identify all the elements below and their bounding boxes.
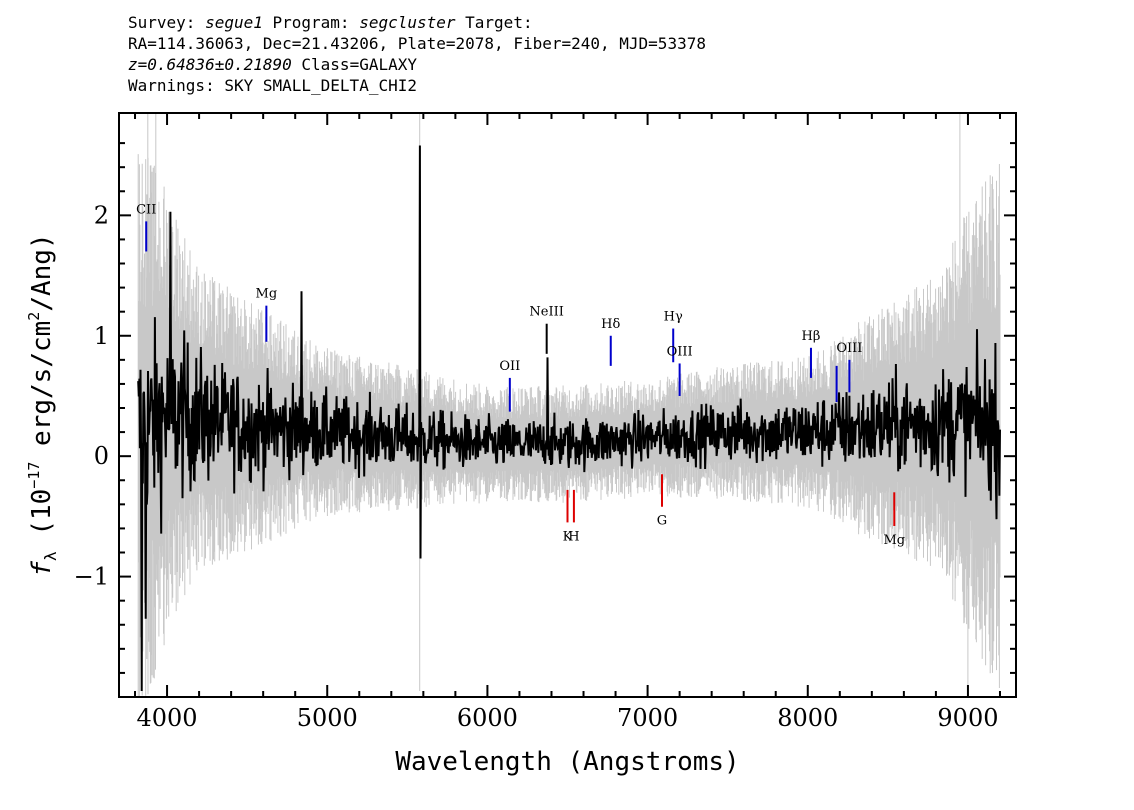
header-line-coordinates: RA=114.36063, Dec=21.43206, Plate=2078, …	[128, 34, 706, 53]
line-marker-label: G	[657, 514, 667, 529]
header-line-survey: Survey: segue1 Program: segcluster Targe…	[128, 12, 706, 33]
line-marker-label: OIII	[836, 341, 862, 356]
line-marker-label: NeIII	[529, 305, 563, 320]
line-marker-label: OII	[499, 359, 520, 374]
y-axis-title-post: /Ang)	[27, 233, 57, 311]
x-tick-label: 6000	[457, 704, 518, 732]
flux-series	[137, 145, 1001, 692]
y-tick-label: 0	[94, 442, 109, 470]
y-tick-label: 1	[94, 322, 109, 350]
x-tick-label: 5000	[297, 704, 358, 732]
header-line-redshift: z=0.64836±0.21890 Class=GALAXY	[128, 54, 706, 75]
y-axis-title: fλ (10−17 erg/s/cm2/Ang)	[25, 233, 60, 576]
y-axis-title-pre: (10	[27, 489, 57, 552]
x-axis-title: Wavelength (Angstroms)	[395, 747, 739, 777]
y-axis-title-lambda: λ	[41, 551, 60, 561]
line-marker-label: OIII	[667, 344, 693, 359]
target-label: Target:	[455, 13, 533, 32]
redshift-value: z=0.64836±0.21890	[128, 55, 292, 74]
program-label: Program:	[262, 13, 360, 32]
axis-ticks: 4000 5000 6000 7000 8000 9000 −1 0 1 2	[74, 113, 1016, 732]
survey-value: segue1	[205, 13, 263, 32]
y-tick-label: −1	[74, 563, 109, 591]
plot-frame	[118, 112, 1017, 698]
spectrum-header: Survey: segue1 Program: segcluster Targe…	[128, 12, 706, 96]
class-value: Class=GALAXY	[291, 55, 417, 74]
line-marker-label: K	[563, 529, 573, 544]
line-marker-label: Hβ	[802, 329, 821, 344]
survey-label: Survey:	[128, 13, 206, 32]
line-marker-label: H	[568, 529, 579, 544]
x-tick-label: 7000	[617, 704, 678, 732]
x-tick-label: 9000	[937, 704, 998, 732]
y-axis-title-exp2: 2	[25, 312, 43, 321]
line-marker-label: Hδ	[601, 317, 620, 332]
line-marker-label: Mg	[256, 287, 278, 302]
line-marker-label: Hγ	[664, 310, 683, 325]
y-axis-title-exp1: −17	[25, 462, 43, 489]
header-line-warnings: Warnings: SKY SMALL_DELTA_CHI2	[128, 76, 417, 95]
program-value: segcluster	[359, 13, 456, 32]
x-tick-label: 8000	[777, 704, 838, 732]
line-marker-label: Mg	[883, 533, 905, 548]
y-axis-title-f: f	[27, 561, 57, 577]
line-marker-label: CII	[136, 202, 156, 217]
y-tick-label: 2	[94, 201, 109, 229]
y-axis-title-mid: erg/s/cm	[27, 321, 57, 462]
flux-line	[137, 145, 1001, 692]
x-tick-label: 4000	[137, 704, 198, 732]
line-markers: CII Mg OII NeIII Hδ Hγ OIII Hβ OIII KH G Mg	[136, 202, 905, 548]
